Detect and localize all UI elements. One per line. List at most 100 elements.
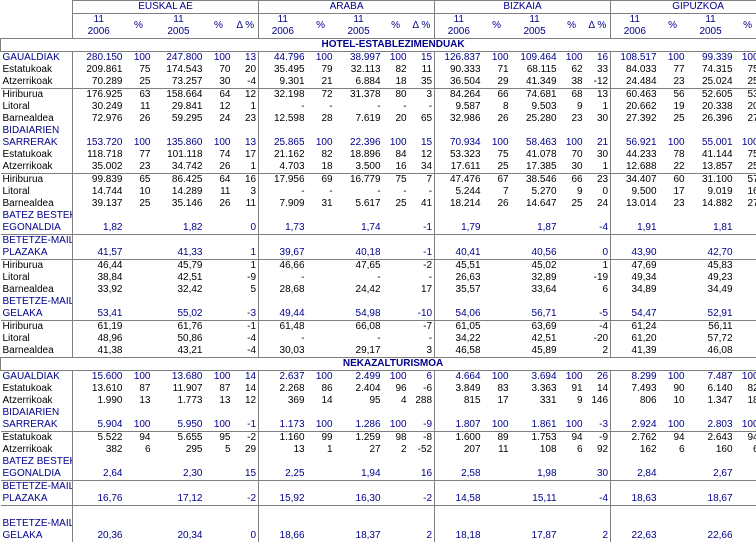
cell-r20-c11 bbox=[483, 296, 511, 308]
cell-r4-c9: -9 bbox=[408, 419, 436, 432]
cell-r4-c2: 29.841 bbox=[171, 101, 203, 112]
cell-r9-c3 bbox=[204, 480, 233, 493]
cell-r7-c5 bbox=[259, 456, 307, 468]
cell-r4-c14: -3 bbox=[584, 419, 612, 432]
cell-r19-c14: 6 bbox=[584, 284, 612, 296]
header-col-0-1: % bbox=[124, 13, 153, 39]
cell-r13-c0: 20,36 bbox=[97, 530, 123, 541]
cell-r11-c7 bbox=[334, 505, 383, 518]
cell-r6-c14 bbox=[584, 125, 612, 137]
cell-r21-c10: 54,06 bbox=[455, 308, 481, 319]
cell-r13-c2 bbox=[153, 210, 205, 222]
cell-r8-c12: 41.078 bbox=[525, 149, 557, 160]
cell-r6-c13 bbox=[559, 125, 585, 137]
cell-r13-c15 bbox=[611, 210, 659, 222]
header-col-top: 11 bbox=[353, 14, 364, 26]
cell-r10-c8 bbox=[383, 493, 409, 506]
cell-r0-c7: 2.499 bbox=[355, 371, 381, 382]
cell-r23-c15: 61,20 bbox=[631, 333, 657, 344]
table-row: Atzerrikoak 1.990 13 1.773 13 12 369 14 95 4 288 81… bbox=[0, 395, 756, 407]
cell-r3-c17: 52.605 bbox=[686, 88, 735, 101]
cell-r6-c16 bbox=[659, 125, 687, 137]
header-col-top: 11 bbox=[529, 14, 540, 26]
cell-r6-c12: 108 bbox=[539, 444, 557, 455]
table-row: Hiriburua 99.839 65 86.425 64 16 17.956 69 16.77… bbox=[0, 173, 756, 186]
cell-r4-c17: 2.803 bbox=[707, 419, 733, 430]
cell-r9-c5 bbox=[258, 480, 307, 493]
cell-r12-c16 bbox=[659, 518, 687, 530]
cell-r2-c3: 30 bbox=[219, 76, 231, 87]
cell-r1-c14: 14 bbox=[584, 383, 612, 395]
cell-r2-c14: 146 bbox=[584, 395, 612, 407]
cell-r13-c18 bbox=[735, 210, 756, 222]
cell-r3-c17 bbox=[687, 407, 735, 419]
cell-r7-c13: 100 bbox=[565, 137, 583, 148]
cell-r3-c8: 80 bbox=[382, 88, 409, 101]
cell-r3-c8 bbox=[383, 407, 409, 419]
cell-r10-c4: -2 bbox=[232, 493, 260, 506]
cell-r8-c9: 16 bbox=[408, 468, 436, 481]
cell-r16-c17: 42,70 bbox=[707, 247, 733, 258]
cell-r17-c8 bbox=[382, 259, 409, 272]
cell-r17-c12: 45,02 bbox=[510, 259, 559, 272]
cell-r9-c13: 30 bbox=[571, 161, 583, 172]
cell-r10-c8: 75 bbox=[382, 173, 409, 186]
cell-r2-c17: 1.347 bbox=[707, 395, 733, 406]
cell-r3-c18 bbox=[735, 407, 756, 419]
cell-r1-c11: 71 bbox=[497, 64, 509, 75]
row-label: GAUALDIAK bbox=[0, 51, 73, 64]
cell-r0-c4: 13 bbox=[232, 51, 260, 64]
cell-r6-c0: 382 bbox=[105, 444, 123, 455]
cell-r1-c1: 75 bbox=[139, 64, 151, 75]
cell-r6-c5: 13 bbox=[293, 444, 305, 455]
cell-r11-c12 bbox=[510, 505, 559, 518]
header-col-top: % bbox=[567, 20, 577, 31]
section-banner: HOTEL-ESTABLEZIMENDUAK bbox=[0, 38, 756, 52]
cell-r22-c12: 63,69 bbox=[510, 320, 559, 333]
cell-r19-c3 bbox=[205, 284, 233, 296]
cell-r2-c3: 13 bbox=[219, 395, 231, 406]
table-row: GELAKA 20,36 20,34 0 18,66 18,37 2 18,18 17,87 2 2… bbox=[0, 530, 756, 542]
cell-r5-c18: 94 bbox=[734, 431, 756, 444]
cell-r2-c9: 288 bbox=[408, 395, 436, 407]
cell-r14-c6 bbox=[307, 222, 335, 235]
cell-r8-c13: 70 bbox=[571, 149, 583, 160]
cell-r11-c13: 9 bbox=[577, 186, 583, 197]
cell-r11-c18: 16 bbox=[747, 186, 756, 197]
cell-r24-c9: 3 bbox=[408, 345, 436, 358]
cell-r2-c8: 18 bbox=[395, 76, 407, 87]
cell-r3-c4 bbox=[232, 407, 260, 419]
table-row: Hiriburua 176.925 63 158.664 64 12 32.198 72 31.… bbox=[0, 88, 756, 101]
cell-r8-c5: 21.162 bbox=[273, 149, 305, 160]
cell-r4-c4: 1 bbox=[232, 101, 260, 113]
cell-r3-c10: 84.264 bbox=[434, 88, 483, 101]
cell-r15-c8 bbox=[382, 234, 409, 247]
header-col-3-1: % bbox=[658, 13, 687, 39]
row-label: Estatukoak bbox=[0, 149, 73, 161]
cell-r17-c17: 45,83 bbox=[686, 259, 735, 272]
cell-r2-c10: 36.504 bbox=[449, 76, 481, 87]
cell-r23-c1 bbox=[125, 333, 153, 345]
cell-r5-c7: 1.259 bbox=[334, 431, 383, 444]
table-row: Atzerrikoak 35.002 23 34.742 26 1 4.703 18 3.500… bbox=[0, 161, 756, 174]
cell-r9-c5: 4.703 bbox=[279, 161, 305, 172]
cell-r12-c0 bbox=[73, 518, 125, 530]
cell-r23-c11 bbox=[483, 333, 511, 345]
cell-r11-c3: 11 bbox=[220, 186, 231, 197]
cell-r13-c10 bbox=[435, 210, 483, 222]
cell-r13-c16 bbox=[659, 210, 687, 222]
cell-r20-c0 bbox=[73, 296, 125, 308]
cell-r7-c9 bbox=[408, 456, 436, 468]
cell-r12-c14 bbox=[584, 518, 612, 530]
cell-r3-c4: 12 bbox=[232, 88, 260, 101]
cell-r1-c13: 62 bbox=[571, 64, 583, 75]
cell-r8-c16: 78 bbox=[673, 149, 685, 160]
cell-r7-c9: 15 bbox=[408, 137, 436, 149]
header-col-top: % bbox=[391, 20, 401, 31]
cell-r8-c15: 2,84 bbox=[637, 468, 657, 479]
cell-r7-c18 bbox=[735, 456, 756, 468]
cell-r11-c17 bbox=[686, 505, 735, 518]
row-label: Hiriburua bbox=[0, 173, 73, 186]
cell-r20-c15 bbox=[611, 296, 659, 308]
cell-r1-c10: 90.333 bbox=[449, 64, 481, 75]
